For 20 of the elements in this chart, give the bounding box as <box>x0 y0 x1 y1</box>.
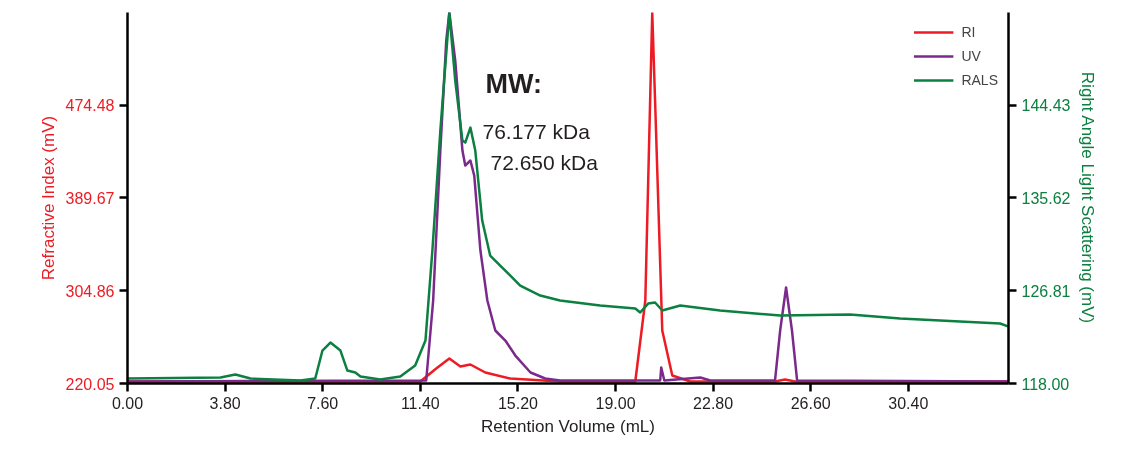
y2-axis-title: Right Angle Light Scattering (mV) <box>1078 71 1098 324</box>
x-tick-label: 15.20 <box>497 394 539 412</box>
x-tick-label: 22.80 <box>693 394 734 412</box>
y-axis-title: Refractive Index (mV) <box>38 115 58 281</box>
y-tick-label: 304.86 <box>65 282 115 300</box>
x-axis-title: Retention Volume (mL) <box>481 416 655 436</box>
y-tick-label: 389.67 <box>65 189 115 207</box>
x-tick-label: 7.60 <box>307 394 339 412</box>
y2-tick-label: 118.00 <box>1021 375 1070 393</box>
x-tick-label: 19.00 <box>595 394 636 412</box>
x-tick-label: 11.40 <box>400 394 440 412</box>
x-tick-label: 26.60 <box>790 394 831 412</box>
y2-tick-label: 126.81 <box>1021 282 1071 300</box>
y2-tick-label: 144.43 <box>1021 97 1071 115</box>
y2-tick-label: 135.62 <box>1021 189 1071 207</box>
y-tick-label: 474.48 <box>65 97 115 115</box>
x-tick-label: 0.00 <box>111 394 144 412</box>
y-tick-label: 220.05 <box>65 375 115 393</box>
x-tick-label: 30.40 <box>888 394 929 412</box>
x-tick-label: 3.80 <box>209 394 241 412</box>
